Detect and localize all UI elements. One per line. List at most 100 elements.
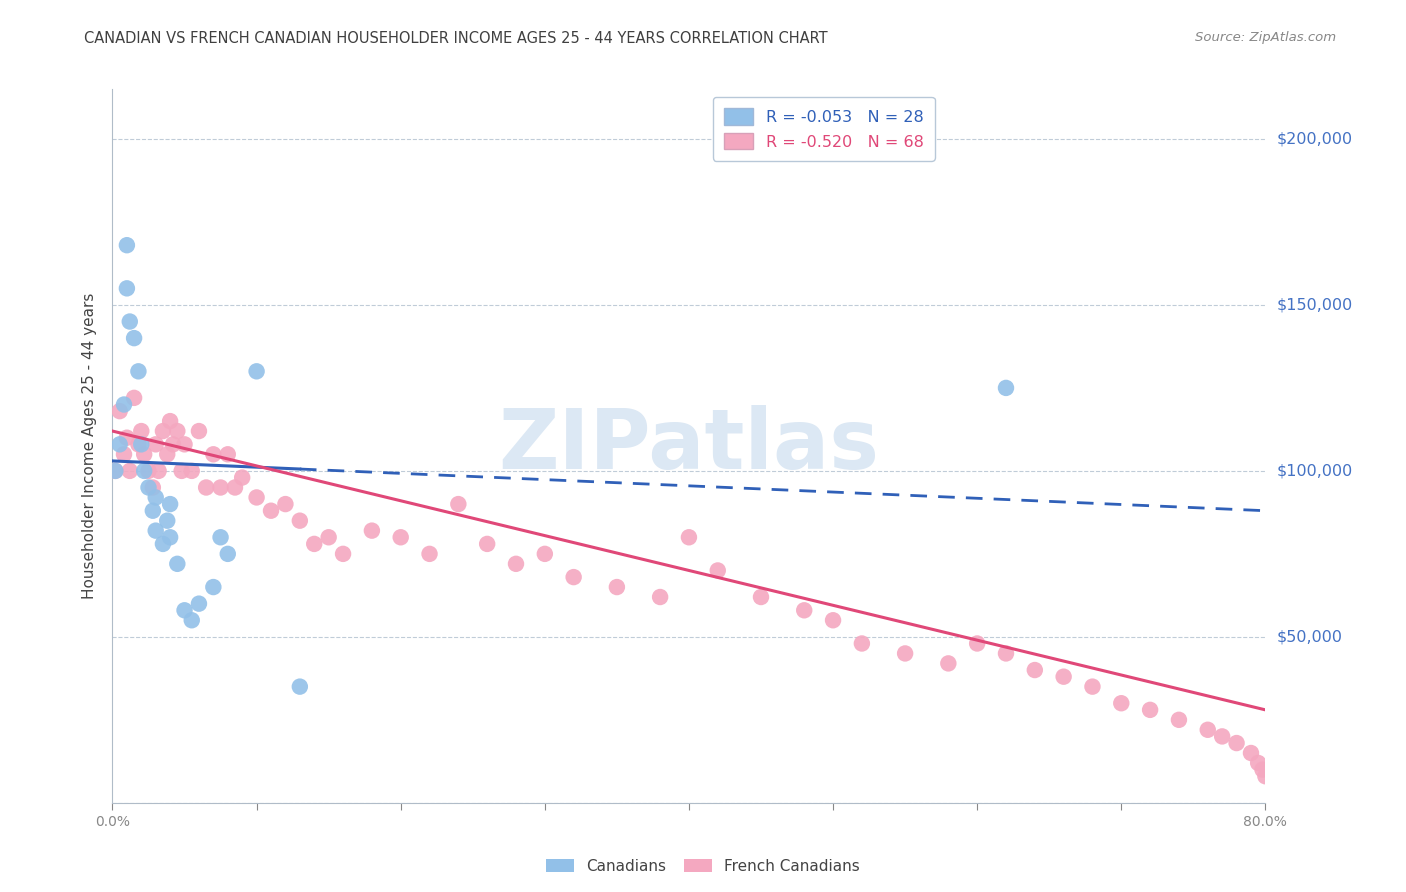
Point <box>966 636 988 650</box>
Point <box>1254 769 1277 783</box>
Point <box>138 481 160 495</box>
Point <box>108 404 131 418</box>
Point <box>288 514 311 528</box>
Point <box>142 504 165 518</box>
Point <box>145 524 167 538</box>
Y-axis label: Householder Income Ages 25 - 44 years: Householder Income Ages 25 - 44 years <box>82 293 97 599</box>
Point <box>995 647 1018 661</box>
Point <box>209 530 232 544</box>
Text: $200,000: $200,000 <box>1277 131 1353 146</box>
Point <box>122 331 145 345</box>
Point <box>156 514 179 528</box>
Point <box>134 447 156 461</box>
Text: $100,000: $100,000 <box>1277 463 1353 478</box>
Point <box>159 530 181 544</box>
Point <box>188 597 211 611</box>
Point <box>162 437 184 451</box>
Point <box>332 547 354 561</box>
Point <box>1226 736 1249 750</box>
Point <box>166 424 188 438</box>
Point <box>1197 723 1219 737</box>
Point <box>112 397 135 411</box>
Point <box>419 547 441 561</box>
Point <box>1139 703 1161 717</box>
Point <box>1247 756 1270 770</box>
Point <box>288 680 311 694</box>
Point <box>166 557 188 571</box>
Point <box>112 447 135 461</box>
Point <box>142 481 165 495</box>
Point <box>648 590 672 604</box>
Point <box>195 481 218 495</box>
Point <box>505 557 527 571</box>
Point <box>138 464 160 478</box>
Point <box>108 437 131 451</box>
Legend: R = -0.053   N = 28, R = -0.520   N = 68: R = -0.053 N = 28, R = -0.520 N = 68 <box>713 97 935 161</box>
Point <box>995 381 1018 395</box>
Point <box>148 464 170 478</box>
Point <box>1081 680 1104 694</box>
Point <box>706 564 728 578</box>
Point <box>606 580 628 594</box>
Point <box>793 603 815 617</box>
Legend: Canadians, French Canadians: Canadians, French Canadians <box>540 853 866 880</box>
Text: CANADIAN VS FRENCH CANADIAN HOUSEHOLDER INCOME AGES 25 - 44 YEARS CORRELATION CH: CANADIAN VS FRENCH CANADIAN HOUSEHOLDER … <box>84 31 828 46</box>
Text: $50,000: $50,000 <box>1277 630 1343 644</box>
Point <box>115 281 138 295</box>
Point <box>1024 663 1046 677</box>
Point <box>118 314 141 328</box>
Point <box>104 464 127 478</box>
Point <box>188 424 211 438</box>
Point <box>678 530 700 544</box>
Point <box>104 464 127 478</box>
Point <box>318 530 340 544</box>
Point <box>173 603 195 617</box>
Point <box>129 437 153 451</box>
Text: ZIPatlas: ZIPatlas <box>499 406 879 486</box>
Point <box>562 570 585 584</box>
Point <box>533 547 555 561</box>
Point <box>749 590 772 604</box>
Point <box>224 481 246 495</box>
Point <box>134 464 156 478</box>
Point <box>894 647 917 661</box>
Point <box>1251 763 1274 777</box>
Point <box>475 537 498 551</box>
Point <box>304 537 326 551</box>
Point <box>217 447 239 461</box>
Point <box>1052 670 1074 684</box>
Point <box>180 613 202 627</box>
Point <box>145 491 167 505</box>
Point <box>851 636 873 650</box>
Point <box>245 491 267 505</box>
Point <box>118 464 141 478</box>
Point <box>127 364 149 378</box>
Point <box>152 424 174 438</box>
Point <box>447 497 470 511</box>
Point <box>202 580 225 594</box>
Point <box>245 364 267 378</box>
Point <box>217 547 239 561</box>
Point <box>180 464 202 478</box>
Point <box>156 447 179 461</box>
Point <box>152 537 174 551</box>
Point <box>129 424 153 438</box>
Point <box>170 464 193 478</box>
Point <box>231 470 253 484</box>
Point <box>1211 730 1233 744</box>
Point <box>821 613 844 627</box>
Point <box>202 447 225 461</box>
Point <box>936 657 959 671</box>
Point <box>115 431 138 445</box>
Point <box>389 530 412 544</box>
Point <box>159 497 181 511</box>
Point <box>127 437 149 451</box>
Point <box>1111 696 1133 710</box>
Point <box>145 437 167 451</box>
Point <box>360 524 382 538</box>
Text: Source: ZipAtlas.com: Source: ZipAtlas.com <box>1195 31 1336 45</box>
Point <box>173 437 195 451</box>
Point <box>159 414 181 428</box>
Point <box>115 238 138 252</box>
Point <box>1167 713 1189 727</box>
